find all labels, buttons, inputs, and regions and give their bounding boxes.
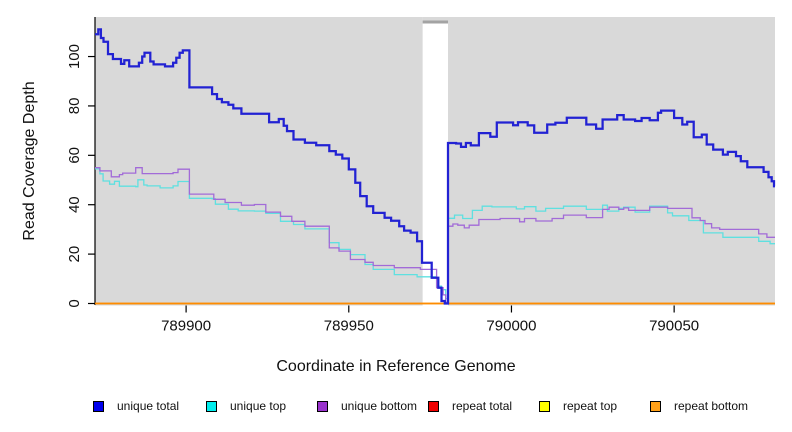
svg-text:40: 40 [66,196,83,213]
legend-label: unique bottom [341,399,418,413]
svg-text:0: 0 [66,299,83,307]
unique-top-swatch-icon [206,400,217,412]
legend-label: unique top [230,399,287,413]
svg-text:789900: 789900 [161,318,211,335]
svg-text:20: 20 [66,246,83,263]
legend-item: repeat bottom [650,399,748,413]
legend-label: unique total [117,399,180,413]
legend-label: repeat bottom [674,399,749,413]
legend: unique total unique top unique bottom re… [0,399,792,419]
legend-item: unique top [206,399,286,413]
legend-item: repeat total [428,399,512,413]
svg-text:60: 60 [66,147,83,164]
legend-label: repeat total [452,399,513,413]
legend-item: unique total [93,399,179,413]
unique-bottom-swatch-icon [317,400,328,412]
repeat-top-swatch-icon [539,400,550,412]
svg-text:790000: 790000 [486,318,536,335]
svg-text:80: 80 [66,98,83,115]
svg-text:789950: 789950 [324,318,374,335]
x-axis-title: Coordinate in Reference Genome [276,358,516,375]
legend-label: repeat top [563,399,618,413]
legend-item: unique bottom [317,399,417,413]
legend-item: repeat top [539,399,617,413]
repeat-bottom-swatch-icon [650,400,661,412]
unique-total-swatch-icon [93,400,104,412]
svg-text:100: 100 [66,44,83,69]
svg-text:790050: 790050 [649,318,699,335]
repeat-total-swatch-icon [428,400,439,412]
y-axis-title: Read Coverage Depth [21,81,38,241]
